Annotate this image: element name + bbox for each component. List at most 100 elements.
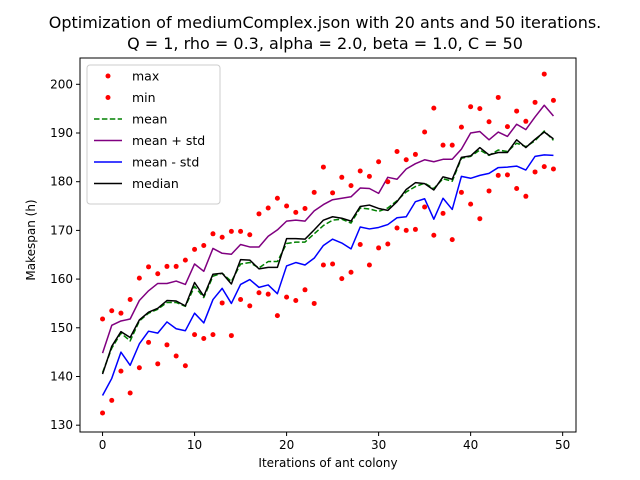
point-max-9 bbox=[182, 257, 188, 263]
y-tick-label-140: 140 bbox=[50, 369, 73, 383]
legend-label-min: min bbox=[132, 90, 156, 105]
point-max-29 bbox=[366, 173, 372, 179]
x-axis-label: Iterations of ant colony bbox=[258, 456, 397, 470]
point-min-4 bbox=[136, 365, 142, 371]
series-line-mean-std bbox=[101, 154, 554, 396]
point-min-16 bbox=[247, 303, 253, 309]
x-tick-label-50: 50 bbox=[555, 438, 570, 452]
legend-label-median: median bbox=[132, 176, 179, 191]
point-max-10 bbox=[192, 246, 198, 252]
point-max-16 bbox=[247, 232, 253, 238]
point-max-17 bbox=[256, 211, 262, 217]
point-min-10 bbox=[192, 332, 198, 338]
point-min-2 bbox=[118, 368, 124, 374]
point-min-6 bbox=[155, 361, 161, 367]
x-tick-label-10: 10 bbox=[187, 438, 202, 452]
point-max-22 bbox=[302, 205, 308, 211]
axes-layer: 0 10 20 30 40 50 130 140 150 160 170 180 190 200 bbox=[50, 57, 577, 452]
point-max-35 bbox=[422, 129, 428, 135]
legend-marker-max bbox=[105, 73, 111, 79]
point-max-2 bbox=[118, 310, 124, 316]
axes-frame bbox=[79, 57, 577, 433]
point-max-13 bbox=[219, 234, 225, 240]
point-max-48 bbox=[541, 71, 547, 77]
point-max-49 bbox=[550, 97, 556, 103]
point-min-26 bbox=[339, 276, 345, 282]
point-min-21 bbox=[293, 298, 299, 304]
point-max-19 bbox=[274, 195, 280, 201]
point-max-12 bbox=[210, 231, 216, 237]
point-min-32 bbox=[394, 225, 400, 231]
point-min-7 bbox=[164, 342, 170, 348]
x-tick-label-0: 0 bbox=[99, 438, 107, 452]
point-min-43 bbox=[495, 172, 501, 178]
y-tick-label-190: 190 bbox=[50, 126, 73, 140]
point-min-40 bbox=[468, 201, 474, 207]
point-max-31 bbox=[385, 179, 391, 185]
point-min-20 bbox=[284, 294, 290, 300]
legend-label-max: max bbox=[132, 69, 159, 84]
point-max-5 bbox=[146, 264, 152, 270]
point-min-12 bbox=[210, 332, 216, 338]
x-tick-label-40: 40 bbox=[463, 438, 478, 452]
x-tick-label-30: 30 bbox=[371, 438, 386, 452]
y-axis-label: Makespan (h) bbox=[24, 199, 38, 280]
point-min-33 bbox=[403, 227, 409, 233]
point-min-37 bbox=[440, 210, 446, 216]
point-max-39 bbox=[458, 124, 464, 130]
point-min-22 bbox=[302, 287, 308, 293]
legend-marker-min bbox=[105, 95, 111, 100]
chart-title-line-2: Q = 1, rho = 0.3, alpha = 2.0, beta = 1.… bbox=[127, 34, 523, 53]
point-max-44 bbox=[504, 124, 510, 130]
point-max-24 bbox=[320, 164, 326, 170]
point-max-33 bbox=[403, 157, 409, 163]
point-max-18 bbox=[265, 205, 271, 211]
y-tick-label-170: 170 bbox=[50, 223, 73, 237]
point-max-14 bbox=[228, 228, 234, 234]
legend-label-mean: mean bbox=[132, 112, 167, 127]
point-min-19 bbox=[274, 313, 280, 319]
point-max-4 bbox=[136, 275, 142, 281]
y-tick-label-160: 160 bbox=[50, 272, 73, 286]
series-line-mean bbox=[101, 130, 554, 373]
point-min-41 bbox=[477, 216, 483, 222]
point-min-23 bbox=[311, 300, 317, 306]
point-max-47 bbox=[532, 99, 538, 105]
legend-label-mean-std: mean + std bbox=[132, 133, 205, 148]
point-max-32 bbox=[394, 149, 400, 154]
point-min-49 bbox=[550, 166, 556, 172]
y-tick-label-200: 200 bbox=[50, 77, 73, 91]
point-min-29 bbox=[366, 262, 372, 268]
point-max-11 bbox=[201, 242, 207, 248]
point-min-45 bbox=[514, 186, 520, 192]
point-max-23 bbox=[311, 189, 317, 195]
point-min-15 bbox=[238, 297, 244, 303]
point-min-8 bbox=[173, 353, 179, 359]
point-min-31 bbox=[385, 241, 391, 247]
y-tick-label-130: 130 bbox=[50, 418, 73, 432]
point-min-28 bbox=[357, 242, 363, 248]
point-max-3 bbox=[127, 297, 133, 303]
point-max-1 bbox=[109, 308, 115, 314]
point-max-21 bbox=[293, 209, 299, 215]
y-tick-label-180: 180 bbox=[50, 175, 73, 189]
point-min-24 bbox=[320, 262, 326, 268]
point-max-37 bbox=[440, 142, 446, 148]
point-min-11 bbox=[201, 336, 207, 341]
point-max-0 bbox=[100, 316, 106, 322]
point-max-6 bbox=[155, 271, 161, 277]
point-min-48 bbox=[541, 164, 547, 170]
point-max-38 bbox=[449, 142, 455, 148]
point-min-5 bbox=[146, 339, 152, 345]
point-min-34 bbox=[412, 226, 418, 232]
point-min-17 bbox=[256, 290, 262, 296]
chart-title-line-1: Optimization of mediumComplex.json with … bbox=[49, 13, 602, 32]
point-min-30 bbox=[376, 245, 382, 251]
point-min-39 bbox=[458, 189, 464, 195]
point-max-41 bbox=[477, 106, 483, 112]
legend-label-mean-std: mean - std bbox=[132, 155, 199, 170]
point-max-46 bbox=[523, 118, 529, 124]
point-max-42 bbox=[486, 119, 492, 125]
x-tick-label-20: 20 bbox=[279, 438, 294, 452]
